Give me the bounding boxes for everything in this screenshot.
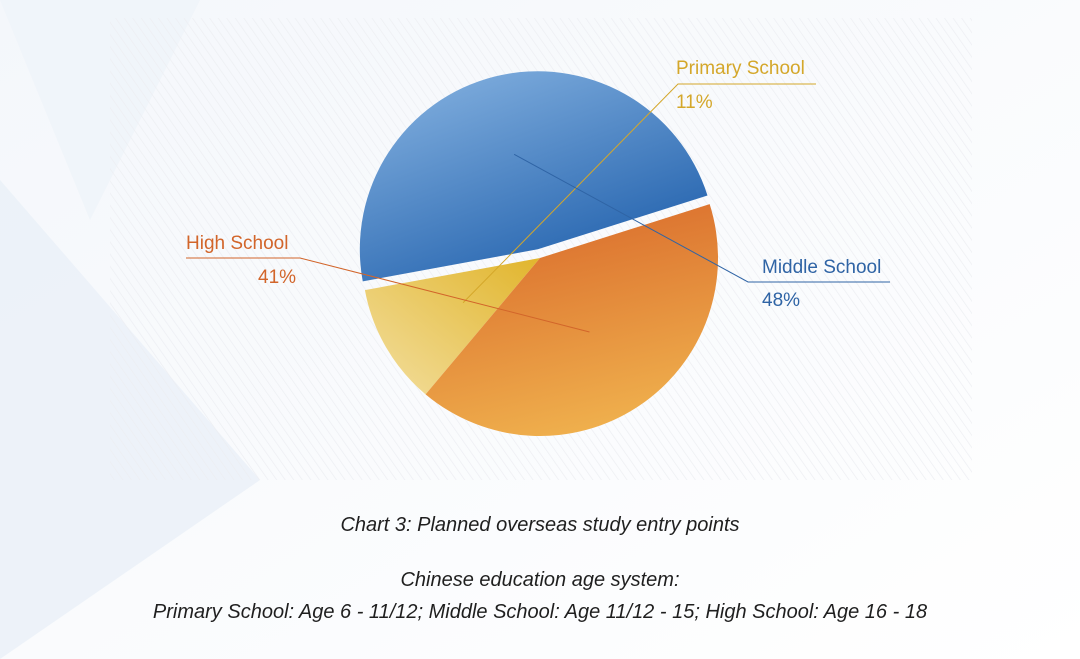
slice-value-primary-school: 11%	[676, 92, 713, 113]
pie-slice-middle-school	[359, 71, 708, 282]
pie-chart: Primary School 11% Middle School 48% High Sc…	[186, 58, 890, 436]
callout-line-middle-school	[513, 153, 890, 283]
slice-value-high-school: 41%	[258, 267, 296, 288]
slice-value-middle-school: 48%	[762, 290, 800, 311]
pie-slice-high-school	[425, 204, 718, 436]
slice-label-primary-school: Primary School	[676, 58, 805, 79]
chart-caption-ages: Primary School: Age 6 - 11/12; Middle Sc…	[152, 601, 928, 623]
callout-line-high-school	[186, 257, 590, 333]
slice-label-high-school: High School	[186, 233, 288, 254]
pie-slice-primary-school	[364, 258, 540, 395]
chart-caption-subtitle: Chinese education age system:	[400, 569, 680, 591]
chart-caption-title: Chart 3: Planned overseas study entry po…	[340, 514, 740, 536]
callout-line-primary-school	[462, 83, 816, 304]
slice-label-middle-school: Middle School	[762, 257, 881, 278]
